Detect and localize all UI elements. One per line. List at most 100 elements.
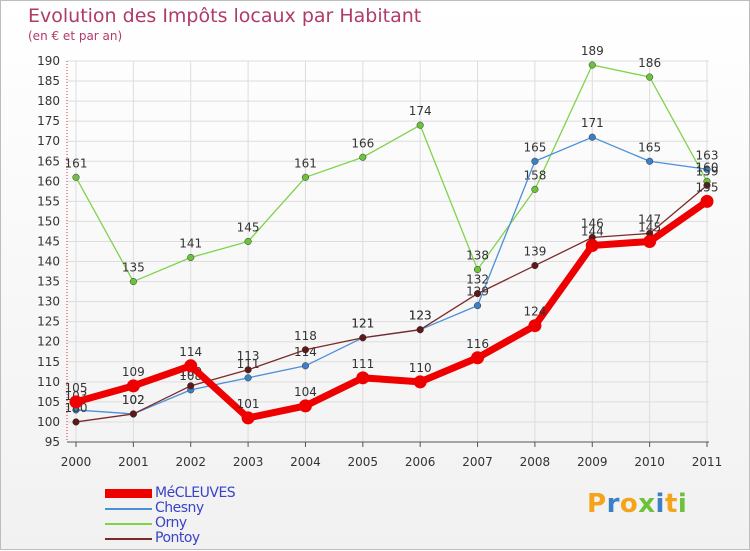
legend-label-orny: Orny bbox=[155, 515, 187, 531]
legend-label-chesny: Chesny bbox=[155, 500, 204, 516]
data-point-orny bbox=[72, 173, 80, 181]
logo-letter: i bbox=[655, 489, 665, 519]
data-label-mcleuves: 105 bbox=[65, 381, 88, 395]
y-tick-label: 120 bbox=[37, 335, 60, 349]
data-label-orny: 189 bbox=[581, 44, 604, 58]
legend-swatch-pontoy bbox=[105, 538, 152, 540]
data-point-pontoy bbox=[359, 334, 367, 342]
data-point-mcleuves bbox=[700, 194, 714, 208]
data-point-mcleuves bbox=[528, 319, 542, 333]
y-tick-label: 115 bbox=[37, 355, 60, 369]
x-tick-label: 2009 bbox=[577, 455, 608, 469]
y-tick-label: 140 bbox=[37, 255, 60, 269]
data-label-pontoy: 146 bbox=[581, 216, 604, 230]
data-label-orny: 145 bbox=[237, 220, 260, 234]
data-label-mcleuves: 104 bbox=[294, 385, 317, 399]
data-label-pontoy: 102 bbox=[122, 393, 145, 407]
legend-swatch-chesny bbox=[105, 508, 152, 510]
data-label-mcleuves: 110 bbox=[409, 361, 432, 375]
data-label-mcleuves: 116 bbox=[466, 337, 489, 351]
y-tick-label: 175 bbox=[37, 114, 60, 128]
logo-letter: x bbox=[638, 489, 656, 519]
data-point-orny bbox=[244, 237, 252, 246]
logo-letter: o bbox=[619, 489, 639, 519]
x-tick-label: 2003 bbox=[233, 455, 264, 469]
data-label-orny: 138 bbox=[466, 249, 489, 263]
data-label-mcleuves: 111 bbox=[351, 357, 374, 371]
y-tick-label: 170 bbox=[37, 134, 60, 148]
y-tick-label: 185 bbox=[37, 74, 60, 88]
data-label-pontoy: 113 bbox=[237, 349, 260, 363]
data-label-pontoy: 121 bbox=[351, 317, 374, 331]
data-point-orny bbox=[359, 153, 367, 161]
x-tick-label: 2000 bbox=[61, 455, 92, 469]
data-point-pontoy bbox=[531, 261, 539, 270]
y-tick-label: 155 bbox=[37, 194, 60, 208]
x-tick-label: 2010 bbox=[634, 455, 665, 469]
data-point-pontoy bbox=[244, 366, 252, 374]
data-label-chesny: 171 bbox=[581, 116, 604, 130]
data-point-chesny bbox=[244, 374, 252, 382]
data-point-chesny bbox=[703, 165, 711, 173]
data-point-mcleuves bbox=[643, 234, 657, 248]
y-tick-label: 135 bbox=[37, 275, 60, 289]
legend-swatch-orny bbox=[105, 523, 152, 525]
legend-label-pontoy: Pontoy bbox=[155, 530, 200, 546]
y-tick-label: 165 bbox=[37, 154, 60, 168]
data-label-pontoy: 147 bbox=[638, 212, 661, 226]
data-point-pontoy bbox=[72, 418, 80, 426]
series-line-orny bbox=[75, 64, 708, 283]
data-label-pontoy: 132 bbox=[466, 273, 489, 287]
y-tick-label: 145 bbox=[37, 234, 60, 248]
data-point-orny bbox=[531, 185, 539, 193]
x-tick-label: 2007 bbox=[462, 455, 493, 469]
x-tick-label: 2004 bbox=[290, 455, 321, 469]
data-label-orny: 174 bbox=[409, 104, 432, 118]
y-tick-label: 125 bbox=[37, 315, 60, 329]
data-label-pontoy: 159 bbox=[696, 164, 719, 178]
data-point-chesny bbox=[301, 362, 310, 370]
data-point-mcleuves bbox=[298, 399, 312, 413]
data-point-mcleuves bbox=[413, 375, 427, 389]
data-point-orny bbox=[646, 73, 654, 81]
data-point-orny bbox=[416, 121, 424, 129]
data-label-chesny: 123 bbox=[409, 309, 432, 323]
data-point-orny bbox=[129, 278, 137, 286]
data-label-pontoy: 123 bbox=[409, 309, 432, 323]
data-point-chesny bbox=[473, 302, 482, 310]
data-point-pontoy bbox=[473, 290, 482, 298]
data-point-mcleuves bbox=[184, 359, 198, 373]
y-tick-label: 150 bbox=[37, 214, 60, 228]
data-point-mcleuves bbox=[356, 371, 370, 385]
data-label-chesny: 163 bbox=[696, 148, 719, 162]
y-tick-label: 180 bbox=[37, 94, 60, 108]
data-point-orny bbox=[588, 61, 596, 69]
y-tick-label: 100 bbox=[37, 415, 60, 429]
logo-letter: i bbox=[677, 489, 688, 519]
data-point-mcleuves bbox=[69, 395, 83, 409]
y-tick-label: 160 bbox=[37, 174, 60, 188]
x-tick-label: 2006 bbox=[405, 455, 436, 469]
data-point-orny bbox=[473, 265, 482, 274]
data-label-chesny: 102 bbox=[122, 393, 145, 407]
data-point-chesny bbox=[588, 133, 596, 141]
data-label-pontoy: 118 bbox=[294, 329, 317, 343]
y-tick-label: 105 bbox=[37, 395, 60, 409]
data-label-orny: 158 bbox=[523, 168, 546, 182]
logo-letter: t bbox=[664, 489, 678, 519]
x-tick-label: 2008 bbox=[520, 455, 551, 469]
data-point-pontoy bbox=[416, 326, 424, 334]
data-label-mcleuves: 114 bbox=[179, 345, 202, 359]
y-tick-label: 95 bbox=[45, 435, 60, 449]
data-label-chesny: 165 bbox=[638, 140, 661, 154]
data-point-mcleuves bbox=[241, 411, 255, 425]
data-point-orny bbox=[301, 173, 310, 181]
data-point-mcleuves bbox=[585, 238, 599, 252]
legend-swatch-mecleuves bbox=[105, 489, 152, 498]
data-point-chesny bbox=[531, 157, 539, 165]
data-label-mcleuves: 109 bbox=[122, 365, 145, 379]
x-tick-label: 2011 bbox=[692, 455, 723, 469]
data-label-chesny: 165 bbox=[523, 140, 546, 154]
